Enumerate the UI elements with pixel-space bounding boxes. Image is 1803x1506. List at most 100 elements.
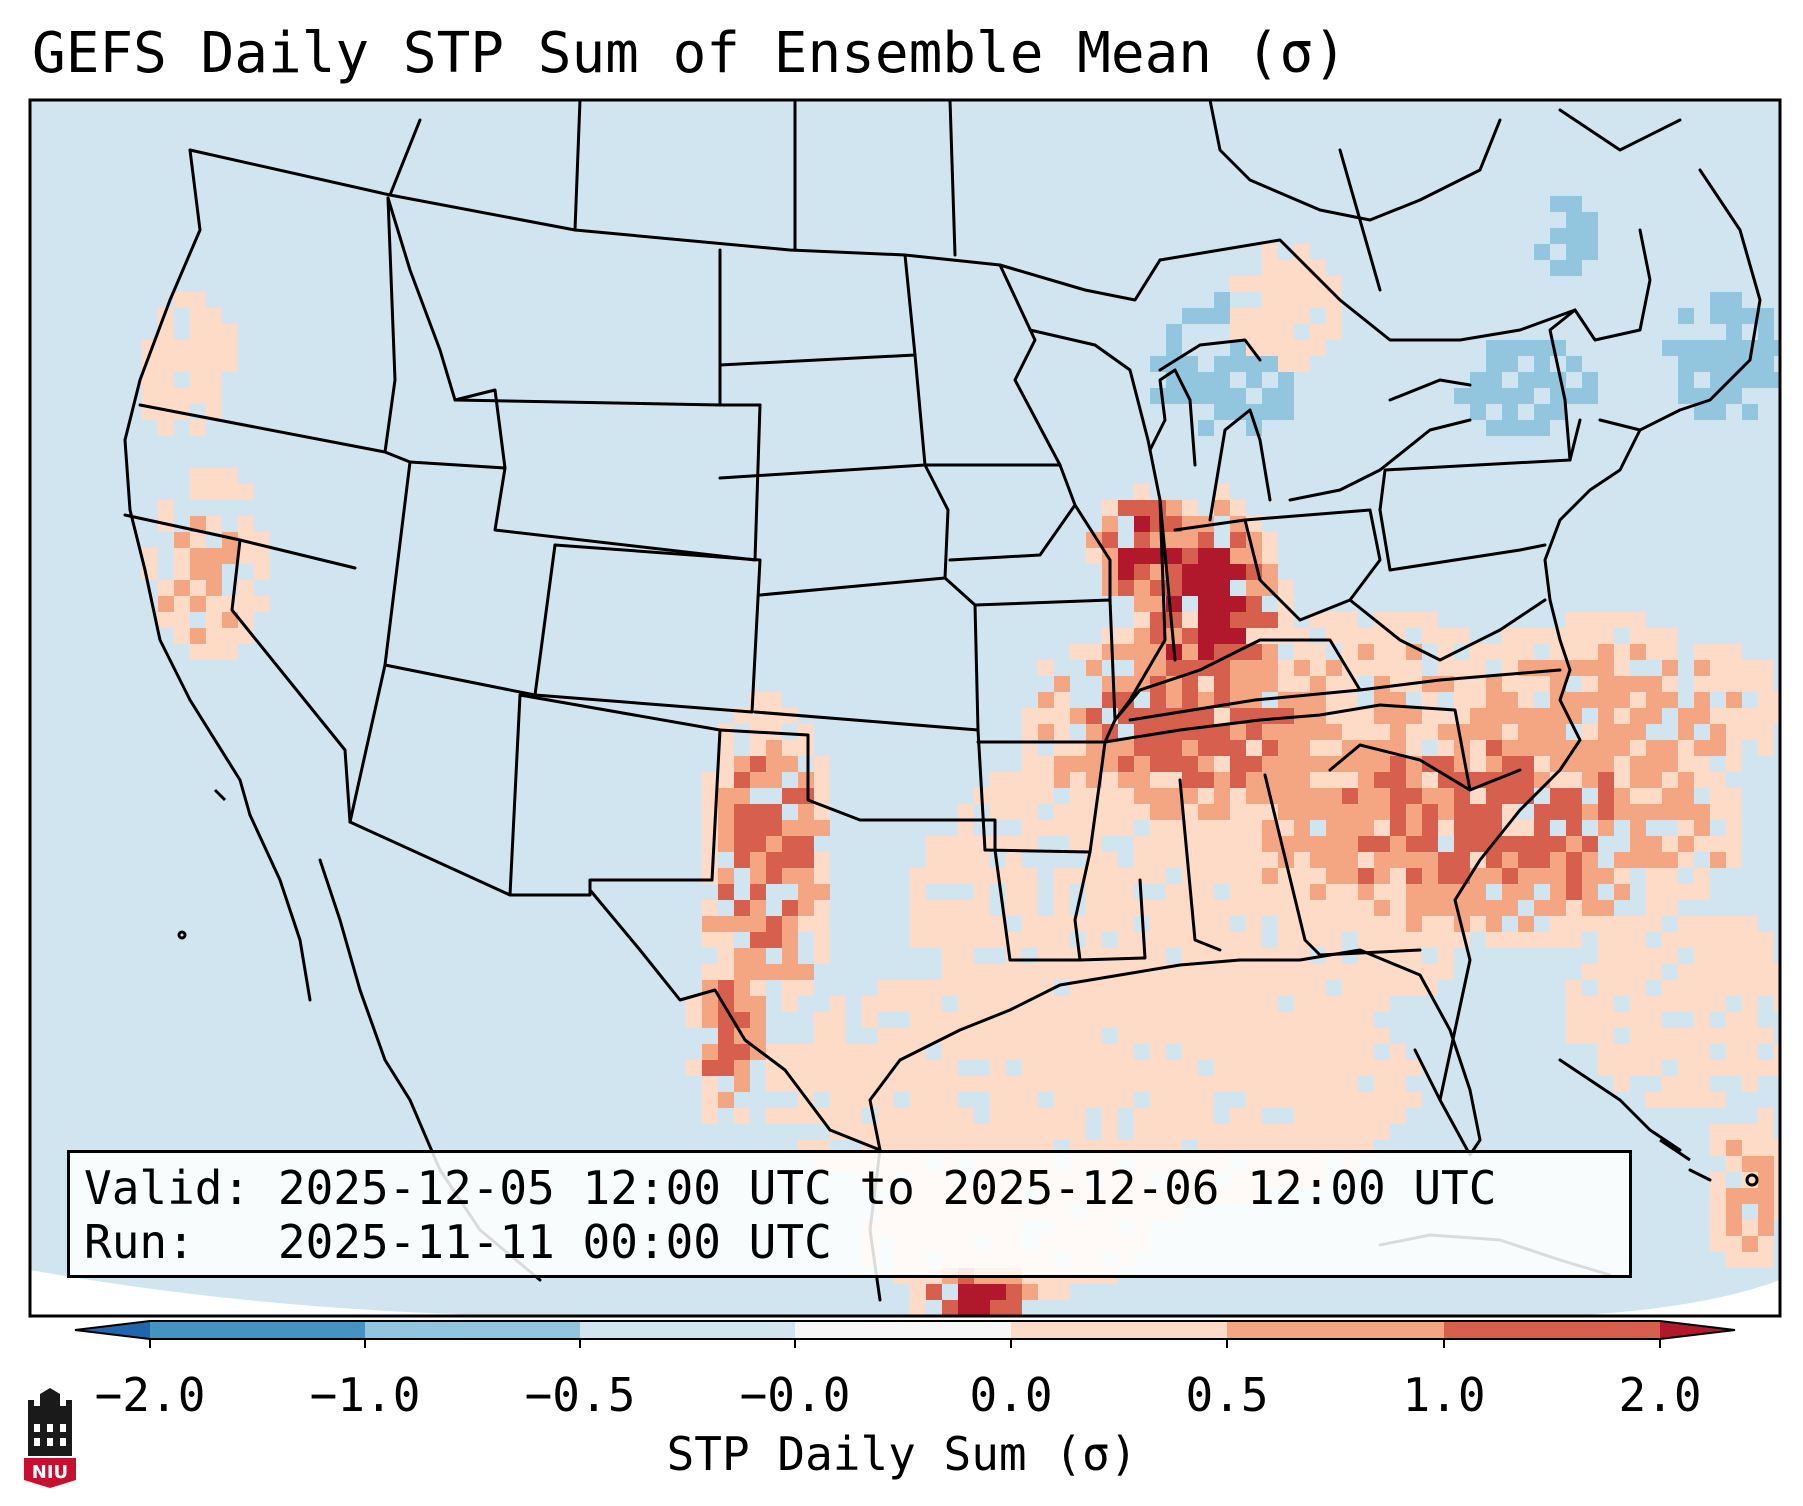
- anomaly-cell: [1198, 628, 1214, 644]
- anomaly-cell: [1502, 340, 1518, 356]
- anomaly-cell: [222, 468, 238, 484]
- anomaly-cell: [1214, 548, 1230, 564]
- anomaly-cell: [1374, 964, 1390, 980]
- anomaly-cell: [1198, 852, 1214, 868]
- anomaly-cell: [1406, 868, 1422, 884]
- anomaly-cell: [1006, 964, 1022, 980]
- anomaly-cell: [1518, 388, 1534, 404]
- anomaly-cell: [1550, 772, 1566, 788]
- anomaly-cell: [1310, 724, 1326, 740]
- anomaly-cell: [1694, 964, 1710, 980]
- anomaly-cell: [1038, 708, 1054, 724]
- anomaly-cell: [974, 1124, 990, 1140]
- anomaly-cell: [1230, 1060, 1246, 1076]
- anomaly-cell: [1694, 1060, 1710, 1076]
- anomaly-cell: [1518, 740, 1534, 756]
- anomaly-cell: [1086, 724, 1102, 740]
- anomaly-cell: [750, 1028, 766, 1044]
- anomaly-cell: [1742, 1156, 1758, 1172]
- anomaly-cell: [798, 964, 814, 980]
- anomaly-cell: [1502, 868, 1518, 884]
- anomaly-cell: [1758, 692, 1774, 708]
- anomaly-cell: [1598, 996, 1614, 1012]
- anomaly-cell: [1358, 660, 1374, 676]
- anomaly-cell: [1374, 1124, 1390, 1140]
- anomaly-cell: [1726, 788, 1742, 804]
- anomaly-cell: [750, 948, 766, 964]
- anomaly-cell: [1166, 772, 1182, 788]
- anomaly-cell: [1630, 804, 1646, 820]
- anomaly-cell: [766, 1044, 782, 1060]
- anomaly-cell: [1198, 868, 1214, 884]
- anomaly-cell: [1518, 692, 1534, 708]
- anomaly-cell: [1134, 852, 1150, 868]
- anomaly-cell: [1774, 708, 1780, 724]
- anomaly-cell: [1150, 740, 1166, 756]
- anomaly-cell: [1246, 756, 1262, 772]
- anomaly-cell: [1774, 1060, 1780, 1076]
- anomaly-cell: [1534, 660, 1550, 676]
- anomaly-cell: [1278, 260, 1294, 276]
- anomaly-cell: [782, 980, 798, 996]
- anomaly-cell: [1150, 996, 1166, 1012]
- anomaly-cell: [1694, 916, 1710, 932]
- anomaly-cell: [702, 1108, 718, 1124]
- anomaly-cell: [1038, 772, 1054, 788]
- anomaly-cell: [1038, 1012, 1054, 1028]
- anomaly-cell: [1038, 1108, 1054, 1124]
- anomaly-cell: [1486, 852, 1502, 868]
- anomaly-cell: [1342, 628, 1358, 644]
- anomaly-cell: [1150, 660, 1166, 676]
- anomaly-cell: [1566, 1028, 1582, 1044]
- anomaly-cell: [1614, 804, 1630, 820]
- anomaly-cell: [1566, 388, 1582, 404]
- anomaly-cell: [1342, 1076, 1358, 1092]
- anomaly-cell: [1502, 932, 1518, 948]
- anomaly-cell: [974, 1284, 990, 1300]
- anomaly-cell: [1134, 580, 1150, 596]
- anomaly-cell: [1006, 980, 1022, 996]
- anomaly-cell: [942, 980, 958, 996]
- anomaly-cell: [158, 324, 174, 340]
- anomaly-cell: [782, 996, 798, 1012]
- anomaly-cell: [990, 1028, 1006, 1044]
- anomaly-cell: [1086, 804, 1102, 820]
- anomaly-cell: [1310, 996, 1326, 1012]
- anomaly-cell: [926, 1076, 942, 1092]
- anomaly-cell: [1278, 804, 1294, 820]
- anomaly-cell: [718, 868, 734, 884]
- anomaly-cell: [1614, 1012, 1630, 1028]
- anomaly-cell: [1662, 900, 1678, 916]
- anomaly-cell: [1486, 916, 1502, 932]
- anomaly-cell: [174, 612, 190, 628]
- anomaly-cell: [1310, 756, 1326, 772]
- anomaly-cell: [1118, 1060, 1134, 1076]
- anomaly-cell: [1230, 884, 1246, 900]
- anomaly-cell: [1358, 644, 1374, 660]
- anomaly-cell: [1502, 404, 1518, 420]
- anomaly-cell: [1662, 740, 1678, 756]
- anomaly-cell: [1278, 1044, 1294, 1060]
- anomaly-cell: [1262, 388, 1278, 404]
- anomaly-cell: [1214, 756, 1230, 772]
- anomaly-cell: [206, 516, 222, 532]
- anomaly-cell: [1614, 756, 1630, 772]
- anomaly-cell: [1422, 724, 1438, 740]
- anomaly-cell: [1534, 708, 1550, 724]
- anomaly-cell: [926, 900, 942, 916]
- anomaly-cell: [798, 820, 814, 836]
- anomaly-cell: [910, 932, 926, 948]
- anomaly-cell: [1326, 1092, 1342, 1108]
- anomaly-cell: [1262, 308, 1278, 324]
- anomaly-cell: [1038, 1044, 1054, 1060]
- anomaly-cell: [1006, 1044, 1022, 1060]
- anomaly-cell: [1390, 820, 1406, 836]
- anomaly-cell: [1166, 996, 1182, 1012]
- anomaly-cell: [766, 836, 782, 852]
- anomaly-cell: [974, 964, 990, 980]
- anomaly-cell: [1198, 564, 1214, 580]
- anomaly-cell: [1214, 292, 1230, 308]
- anomaly-cell: [1614, 708, 1630, 724]
- anomaly-cell: [1694, 660, 1710, 676]
- anomaly-cell: [974, 868, 990, 884]
